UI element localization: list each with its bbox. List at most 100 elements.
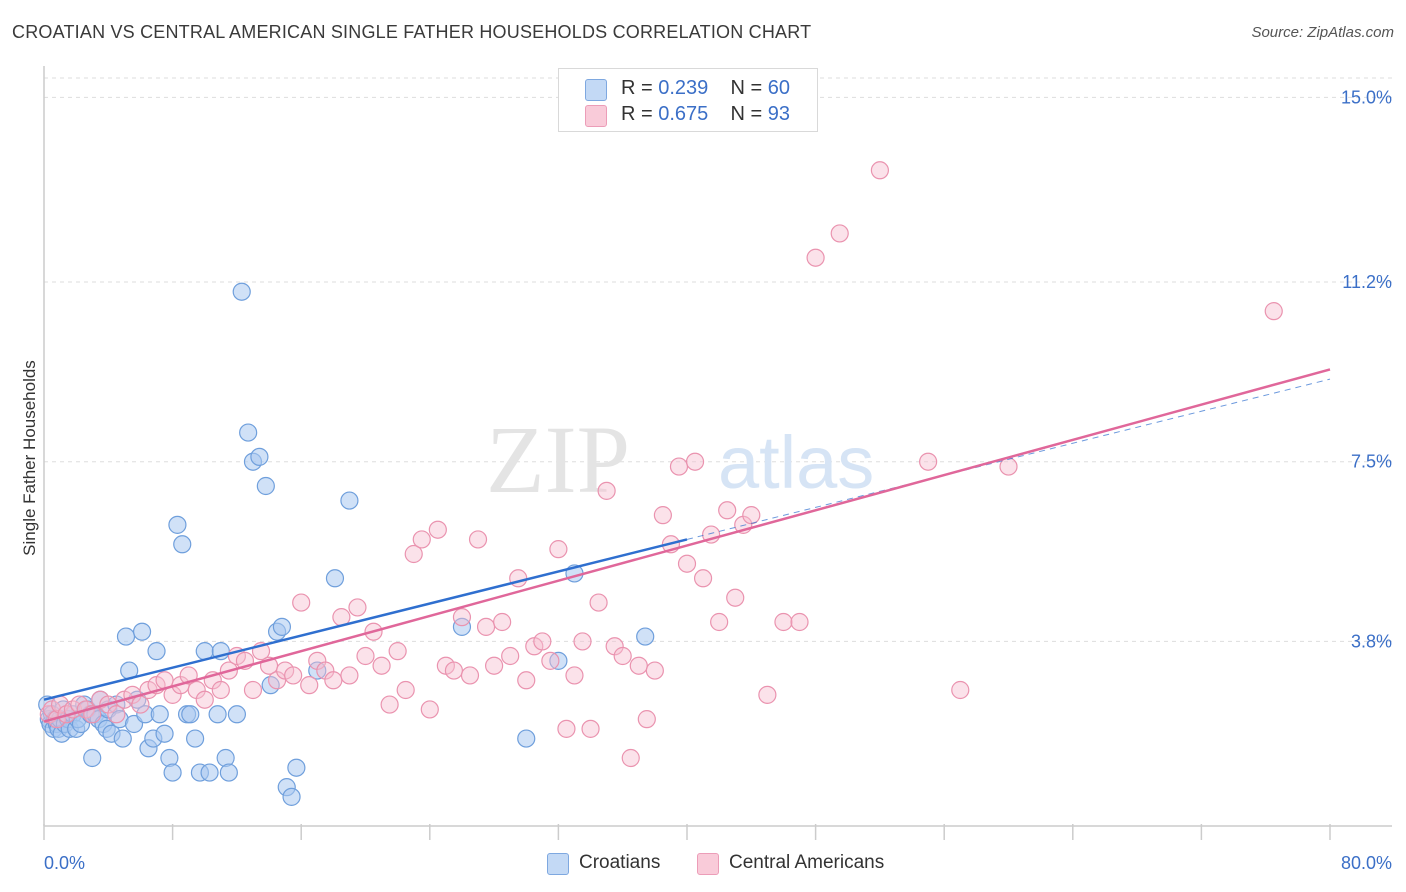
central-americans-trend-line — [43, 368, 1331, 723]
croatians-n-label: N = — [730, 77, 768, 99]
central-americans-point — [597, 481, 616, 500]
chart-title: CROATIAN VS CENTRAL AMERICAN SINGLE FATH… — [12, 22, 812, 42]
central-americans-r-label: R = — [621, 103, 659, 125]
croatians-legend-label: Croatians — [579, 852, 661, 873]
central-americans-legend-swatch — [697, 853, 719, 875]
central-americans-point — [790, 612, 809, 632]
central-americans-point — [951, 680, 970, 700]
x-tick-label: 0.0% — [44, 853, 85, 873]
central-americans-point — [830, 224, 849, 243]
croatians-point — [287, 758, 306, 777]
central-americans-point — [581, 719, 600, 738]
central-americans-point — [380, 695, 399, 714]
croatians-point — [181, 705, 200, 724]
central-americans-point — [549, 540, 568, 559]
croatians-point — [219, 763, 238, 782]
croatians-point — [325, 569, 345, 588]
central-americans-point — [460, 666, 480, 685]
central-americans-point — [517, 671, 536, 690]
croatians-n-value: 60 — [767, 77, 791, 99]
central-americans-point — [452, 608, 472, 627]
central-americans-point — [493, 612, 512, 632]
croatians-point — [83, 748, 102, 768]
croatians-trend-line — [43, 538, 688, 701]
stats-legend: R = 0.239 N = 60 R = 0.675 N = 93 — [558, 68, 818, 132]
central-americans-point — [324, 671, 343, 690]
croatians-point — [282, 787, 301, 806]
central-americans-point — [107, 705, 126, 724]
croatians-trend-extension — [686, 378, 1331, 540]
central-americans-point — [292, 593, 311, 612]
croatians-point — [113, 729, 132, 748]
central-americans-n-value: 93 — [767, 103, 791, 125]
central-americans-point — [388, 642, 407, 661]
croatians-point — [116, 627, 136, 646]
grid-lines — [44, 77, 1392, 642]
central-americans-point — [742, 506, 761, 525]
central-americans-point — [211, 680, 230, 700]
central-americans-point — [1264, 302, 1283, 321]
croatians-point — [150, 705, 169, 724]
central-americans-point — [428, 520, 447, 539]
central-americans-point — [685, 452, 705, 471]
central-americans-point — [444, 661, 464, 680]
croatians-point — [250, 447, 269, 466]
central-americans-point — [758, 685, 777, 704]
central-americans-point — [396, 680, 415, 700]
watermark-atlas: atlas — [718, 421, 874, 504]
croatians-point — [155, 724, 174, 743]
central-americans-r-value: 0.675 — [658, 103, 709, 125]
central-americans-point — [999, 457, 1018, 476]
central-americans-point — [557, 719, 576, 738]
central-americans-point — [621, 748, 640, 768]
watermark-zip: ZIP — [486, 406, 630, 513]
croatians-point — [163, 763, 182, 782]
croatians-swatch — [585, 79, 607, 101]
central-americans-point — [348, 598, 367, 617]
croatians-point — [132, 622, 152, 641]
central-americans-point — [476, 617, 496, 636]
central-americans-point — [693, 569, 713, 588]
y-tick-label: 7.5% — [1351, 452, 1392, 472]
central-americans-point — [669, 457, 689, 476]
central-americans-n-label: N = — [730, 103, 768, 125]
central-americans-point — [774, 612, 793, 632]
central-americans-point — [356, 646, 375, 666]
y-tick-label: 3.8% — [1351, 631, 1392, 651]
watermark: ZIP atlas — [486, 406, 874, 513]
croatians-point — [173, 535, 192, 554]
x-tick-label: 80.0% — [1341, 853, 1392, 873]
croatians-point — [200, 763, 219, 782]
central-americans-point — [243, 680, 263, 700]
central-americans-point — [485, 656, 504, 675]
central-americans-point — [420, 700, 439, 719]
central-americans-point — [404, 544, 423, 564]
central-americans-point — [541, 651, 560, 670]
croatians-r-value: 0.239 — [658, 77, 709, 99]
source-label: Source: ZipAtlas.com — [1251, 24, 1394, 41]
croatians-point — [272, 617, 292, 636]
central-americans-point — [613, 646, 632, 666]
croatians-point — [147, 642, 166, 661]
y-axis-label: Single Father Households — [20, 360, 39, 556]
central-americans-point — [645, 661, 664, 680]
central-americans-point — [806, 248, 825, 267]
central-americans-point — [284, 666, 303, 685]
central-americans-point — [870, 161, 890, 180]
croatians-point — [168, 515, 187, 534]
croatians-r-label: R = — [621, 77, 659, 99]
croatians-point — [227, 705, 246, 724]
central-americans-point — [533, 632, 552, 651]
croatians-point — [517, 729, 536, 748]
trend-lines — [43, 368, 1331, 723]
croatians-point — [340, 491, 359, 510]
croatians-point — [208, 705, 227, 724]
central-americans-point — [468, 530, 488, 549]
central-americans-swatch — [585, 105, 607, 127]
croatians-point — [452, 617, 472, 636]
croatians-point — [232, 282, 251, 301]
tick-labels: 3.8% 7.5% 11.2% 15.0% 0.0% 80.0% — [44, 87, 1392, 873]
central-americans-point — [565, 666, 584, 685]
central-americans-point — [653, 506, 672, 525]
central-americans-point — [718, 501, 737, 520]
